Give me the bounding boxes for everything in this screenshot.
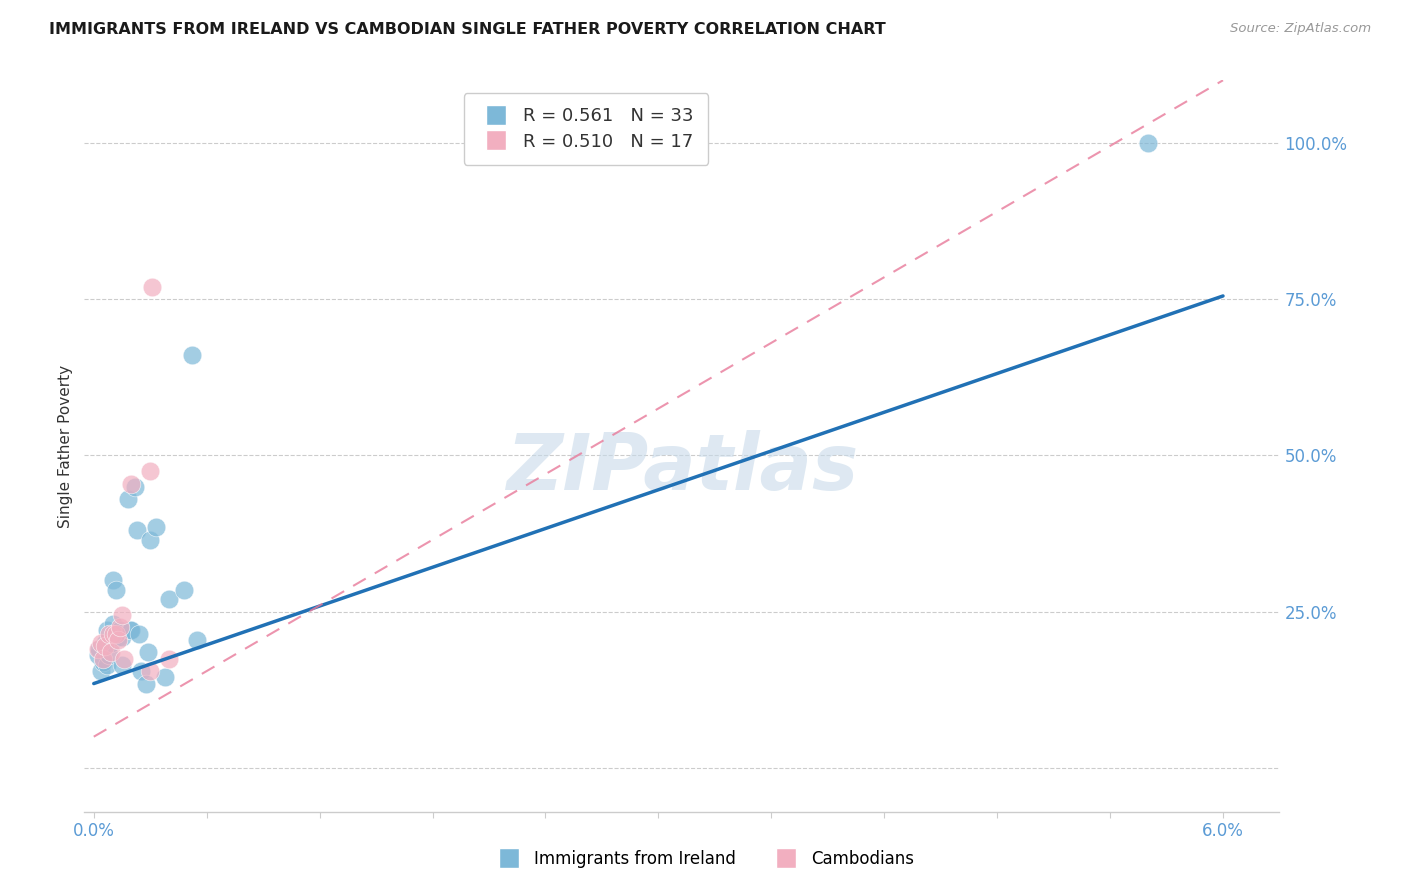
Point xyxy=(120,476,142,491)
Point xyxy=(117,492,139,507)
Legend: Immigrants from Ireland, Cambodians: Immigrants from Ireland, Cambodians xyxy=(485,844,921,875)
Point xyxy=(101,617,124,632)
Point xyxy=(90,664,112,678)
Point xyxy=(1136,136,1159,150)
Point xyxy=(91,655,114,669)
Point xyxy=(100,636,122,650)
Point xyxy=(96,657,118,672)
Y-axis label: Single Father Poverty: Single Father Poverty xyxy=(58,365,73,527)
Point xyxy=(157,651,180,665)
Point xyxy=(139,533,162,547)
Point xyxy=(97,626,120,640)
Legend: R = 0.561   N = 33, R = 0.510   N = 17: R = 0.561 N = 33, R = 0.510 N = 17 xyxy=(464,93,709,165)
Point xyxy=(155,670,177,684)
Point xyxy=(101,626,124,640)
Point xyxy=(105,582,128,597)
Point xyxy=(94,636,117,650)
Point xyxy=(112,651,135,665)
Point xyxy=(145,520,167,534)
Point xyxy=(105,626,128,640)
Text: ZIPatlas: ZIPatlas xyxy=(506,430,858,506)
Point xyxy=(97,648,120,663)
Point xyxy=(120,624,142,638)
Point xyxy=(125,524,148,538)
Point xyxy=(173,582,195,597)
Point xyxy=(108,624,131,638)
Point xyxy=(94,639,117,653)
Point xyxy=(89,642,111,657)
Point xyxy=(138,645,160,659)
Point xyxy=(139,664,162,678)
Point xyxy=(96,624,118,638)
Point xyxy=(101,574,124,588)
Point xyxy=(139,464,162,478)
Point xyxy=(86,648,108,663)
Point xyxy=(107,632,129,647)
Point xyxy=(186,632,208,647)
Point xyxy=(107,630,129,644)
Point xyxy=(111,607,134,622)
Point xyxy=(86,642,108,657)
Point xyxy=(157,592,180,607)
Point xyxy=(180,348,202,362)
Text: Source: ZipAtlas.com: Source: ZipAtlas.com xyxy=(1230,22,1371,36)
Text: IMMIGRANTS FROM IRELAND VS CAMBODIAN SINGLE FATHER POVERTY CORRELATION CHART: IMMIGRANTS FROM IRELAND VS CAMBODIAN SIN… xyxy=(49,22,886,37)
Point xyxy=(141,279,163,293)
Point xyxy=(118,624,141,638)
Point xyxy=(111,630,134,644)
Point xyxy=(111,657,134,672)
Point xyxy=(91,651,114,665)
Point xyxy=(100,645,122,659)
Point xyxy=(135,676,157,690)
Point xyxy=(124,480,146,494)
Point xyxy=(108,620,131,634)
Point xyxy=(128,626,150,640)
Point xyxy=(90,636,112,650)
Point xyxy=(129,664,152,678)
